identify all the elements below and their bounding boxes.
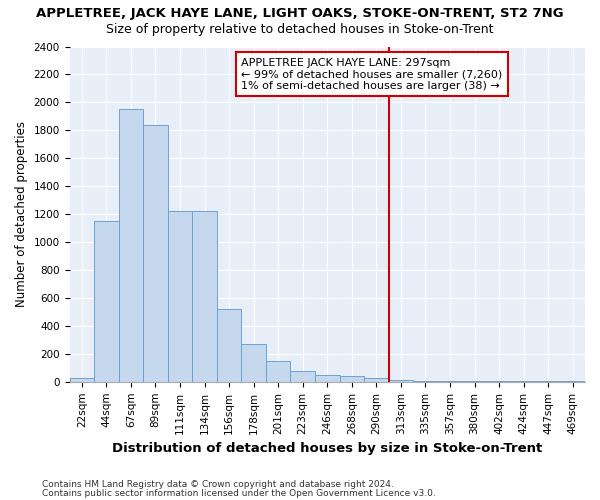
Bar	[290, 370, 315, 382]
Bar	[364, 378, 389, 382]
Bar	[413, 380, 438, 382]
Bar	[389, 380, 413, 382]
Bar	[266, 361, 290, 382]
Bar	[217, 309, 241, 382]
Bar	[119, 110, 143, 382]
Text: APPLETREE, JACK HAYE LANE, LIGHT OAKS, STOKE-ON-TRENT, ST2 7NG: APPLETREE, JACK HAYE LANE, LIGHT OAKS, S…	[36, 8, 564, 20]
X-axis label: Distribution of detached houses by size in Stoke-on-Trent: Distribution of detached houses by size …	[112, 442, 542, 455]
Bar	[143, 124, 168, 382]
Bar	[315, 375, 340, 382]
Bar	[70, 378, 94, 382]
Bar	[438, 381, 462, 382]
Bar	[241, 344, 266, 382]
Text: Contains public sector information licensed under the Open Government Licence v3: Contains public sector information licen…	[42, 488, 436, 498]
Text: Size of property relative to detached houses in Stoke-on-Trent: Size of property relative to detached ho…	[106, 22, 494, 36]
Bar	[192, 212, 217, 382]
Bar	[94, 221, 119, 382]
Text: Contains HM Land Registry data © Crown copyright and database right 2024.: Contains HM Land Registry data © Crown c…	[42, 480, 394, 489]
Text: APPLETREE JACK HAYE LANE: 297sqm
← 99% of detached houses are smaller (7,260)
1%: APPLETREE JACK HAYE LANE: 297sqm ← 99% o…	[241, 58, 503, 91]
Bar	[168, 212, 192, 382]
Y-axis label: Number of detached properties: Number of detached properties	[15, 121, 28, 307]
Bar	[340, 376, 364, 382]
